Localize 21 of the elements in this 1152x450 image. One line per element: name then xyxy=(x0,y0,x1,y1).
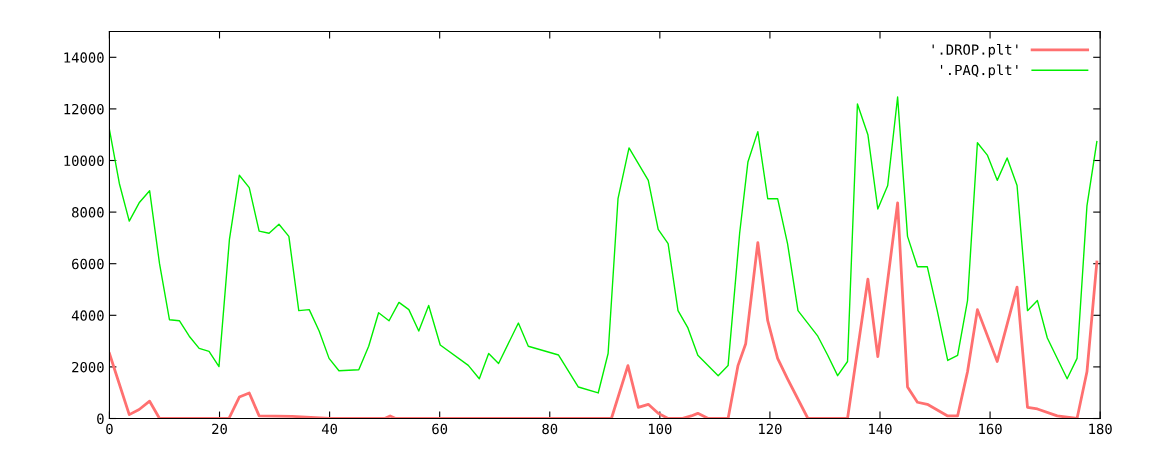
x-tick-label: 20 xyxy=(212,423,227,435)
y-tick-label: 4000 xyxy=(71,310,104,321)
y-tick-label: 8000 xyxy=(72,207,104,218)
x-tick-label: 40 xyxy=(321,423,338,435)
x-tick-label: 0 xyxy=(106,423,113,435)
x-tick-label: 140 xyxy=(869,423,892,435)
y-tick-label: 12000 xyxy=(64,103,104,115)
x-tick-label: 180 xyxy=(1089,423,1112,435)
x-tick-label: 120 xyxy=(759,423,782,435)
x-tick-label: 60 xyxy=(432,423,448,435)
x-tick-label: 100 xyxy=(648,423,672,435)
y-tick-label: 14000 xyxy=(64,52,104,63)
y-tick-label: 6000 xyxy=(72,258,104,270)
y-tick-label: 10000 xyxy=(64,155,104,167)
y-tick-label: 2000 xyxy=(72,361,104,373)
x-tick-label: 160 xyxy=(979,423,1002,435)
legend-label: '.PAQ.plt' xyxy=(940,64,1018,78)
y-tick-label: 0 xyxy=(97,413,104,425)
line-series xyxy=(109,96,1098,394)
legend-label: '.DROP.plt' xyxy=(932,44,1018,58)
x-tick-label: 80 xyxy=(542,423,558,435)
